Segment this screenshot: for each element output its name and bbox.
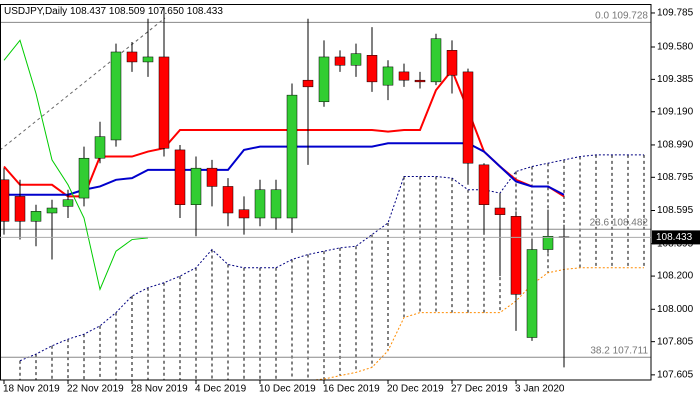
y-tick-label: 109.785 <box>657 8 694 19</box>
candle-body <box>366 55 378 83</box>
y-tick-label: 107.605 <box>657 369 694 380</box>
candle-body <box>0 179 10 222</box>
candle-body <box>126 51 138 63</box>
y-tick-label: 108.200 <box>657 271 694 282</box>
candle-body <box>350 53 362 66</box>
y-tick-label: 107.805 <box>657 336 694 347</box>
candle-body <box>14 196 26 222</box>
candle-body <box>142 56 154 63</box>
fib-label: 38.2 107.711 <box>590 345 648 356</box>
candle-body <box>318 56 330 103</box>
y-tick-label: 108.795 <box>657 172 694 183</box>
cloud-lower <box>309 267 644 380</box>
y-tick-label: 109.190 <box>657 106 694 117</box>
candle-body <box>286 94 298 219</box>
ohlc-open: 108.437 <box>70 6 107 17</box>
candle-body <box>78 157 90 199</box>
x-tick-label: 10 Dec 2019 <box>259 384 316 395</box>
candle-body <box>526 249 538 338</box>
candle-body <box>462 71 474 164</box>
candle-body <box>30 211 42 222</box>
candle-body <box>334 56 346 66</box>
ohlc-close: 108.433 <box>187 6 224 17</box>
candle-body <box>46 207 58 214</box>
candle-body <box>494 207 506 215</box>
x-tick-label: 20 Dec 2019 <box>387 384 444 395</box>
fib-label: 23.6 108.482 <box>590 217 649 228</box>
candle-body <box>542 235 554 250</box>
candle-body <box>382 66 394 86</box>
candle-body <box>446 50 458 76</box>
candle-body <box>238 209 250 219</box>
x-tick-label: 22 Nov 2019 <box>67 384 124 395</box>
candle-body <box>302 79 314 88</box>
plot-frame <box>0 4 652 381</box>
candle-body <box>430 38 442 83</box>
candle-body <box>270 189 282 219</box>
cloud-upper <box>19 154 644 362</box>
candle-body <box>510 216 522 295</box>
symbol: USDJPY,Daily <box>4 6 67 17</box>
x-tick-label: 4 Dec 2019 <box>195 384 247 395</box>
x-tick-label: 18 Nov 2019 <box>3 384 60 395</box>
candle-body <box>222 186 234 214</box>
candle-body <box>94 136 106 159</box>
x-tick-label: 28 Nov 2019 <box>131 384 188 395</box>
fib-level: 38.2 <box>590 345 610 356</box>
trend-line <box>0 17 166 151</box>
candle-body <box>174 149 186 205</box>
ohlc-high: 108.509 <box>109 6 146 17</box>
y-tick-label: 109.385 <box>657 74 694 85</box>
fib-level: 0.0 <box>595 10 609 21</box>
candle-body <box>206 167 218 187</box>
candle-body <box>478 164 490 205</box>
candle-body <box>190 167 202 205</box>
x-tick-label: 3 Jan 2020 <box>515 384 565 395</box>
price-label: 108.433 <box>656 232 693 243</box>
candle-body <box>158 56 170 149</box>
x-tick-label: 16 Dec 2019 <box>323 384 380 395</box>
fib-price: 109.728 <box>612 10 649 21</box>
price-box <box>652 230 700 245</box>
y-tick-label: 108.990 <box>657 140 694 151</box>
x-tick-label: 27 Dec 2019 <box>451 384 508 395</box>
candle-body <box>254 189 266 219</box>
candle-body <box>110 51 122 141</box>
y-tick-label: 109.580 <box>657 42 694 53</box>
fib-label: 0.0 109.728 <box>595 10 648 21</box>
fib-level: 23.6 <box>590 217 610 228</box>
candle-body <box>62 199 74 207</box>
ohlc-low: 107.650 <box>148 6 185 17</box>
header: USDJPY,Daily 108.437 108.509 107.650 108… <box>4 6 223 17</box>
candle-body <box>414 79 426 83</box>
y-tick-label: 108.595 <box>657 205 694 216</box>
candle-body <box>398 71 410 81</box>
fib-price: 107.711 <box>613 345 649 356</box>
indicator-line <box>3 39 149 292</box>
y-tick-label: 108.000 <box>657 304 694 315</box>
fib-price: 108.482 <box>612 217 649 228</box>
